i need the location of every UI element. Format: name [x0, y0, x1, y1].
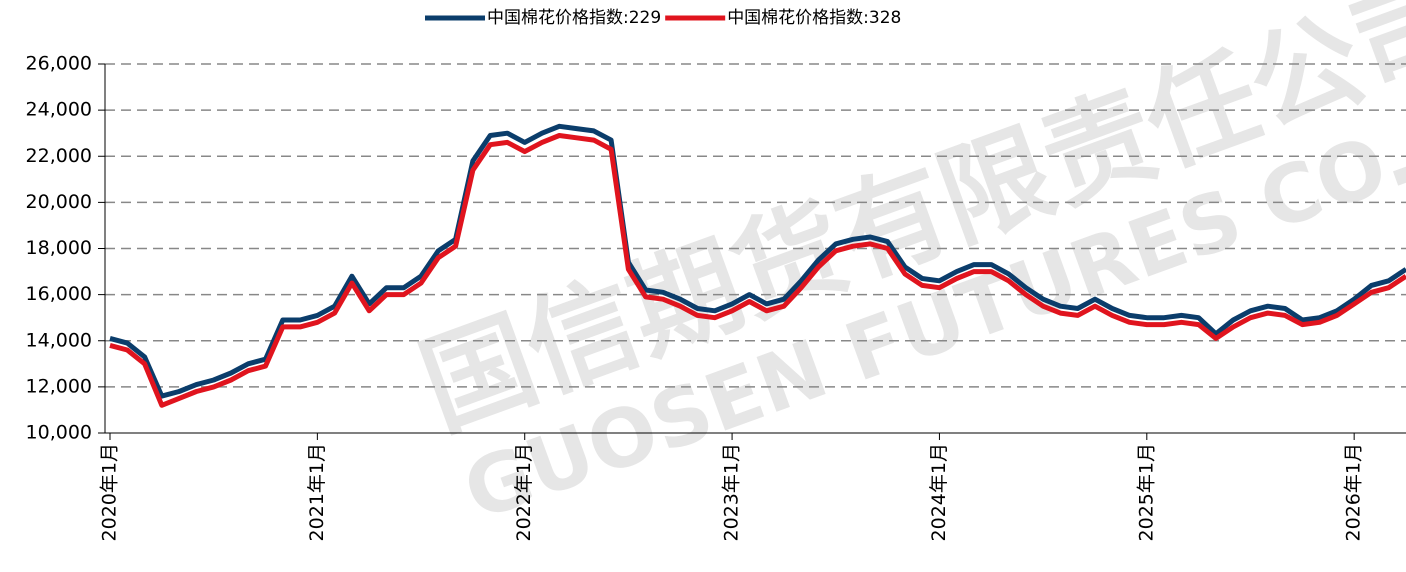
y-tick-label: 24,000: [26, 99, 92, 121]
x-tick-label: 2024年1月: [928, 443, 950, 541]
x-tick-label: 2022年1月: [513, 443, 535, 541]
line: [109, 133, 1406, 408]
y-tick-label: 14,000: [26, 329, 92, 351]
x-tick-label: 2020年1月: [99, 443, 121, 541]
y-tick-label: 12,000: [26, 375, 92, 397]
legend-label: 中国棉花价格指数:229: [487, 8, 661, 28]
x-tick-label: 2021年1月: [306, 443, 328, 541]
y-tick-label: 22,000: [26, 145, 92, 167]
y-tick-label: 16,000: [26, 283, 92, 305]
y-tick-label: 20,000: [26, 191, 92, 213]
y-tick-label: 18,000: [26, 237, 92, 259]
y-tick-label: 26,000: [26, 53, 92, 75]
legend-label: 中国棉花价格指数:328: [727, 8, 901, 28]
y-tick-label: 10,000: [26, 422, 92, 444]
line: [109, 123, 1406, 399]
x-tick-label: 2023年1月: [721, 443, 743, 541]
x-tick-label: 2025年1月: [1135, 443, 1157, 541]
x-tick-label: 2026年1月: [1343, 443, 1365, 541]
